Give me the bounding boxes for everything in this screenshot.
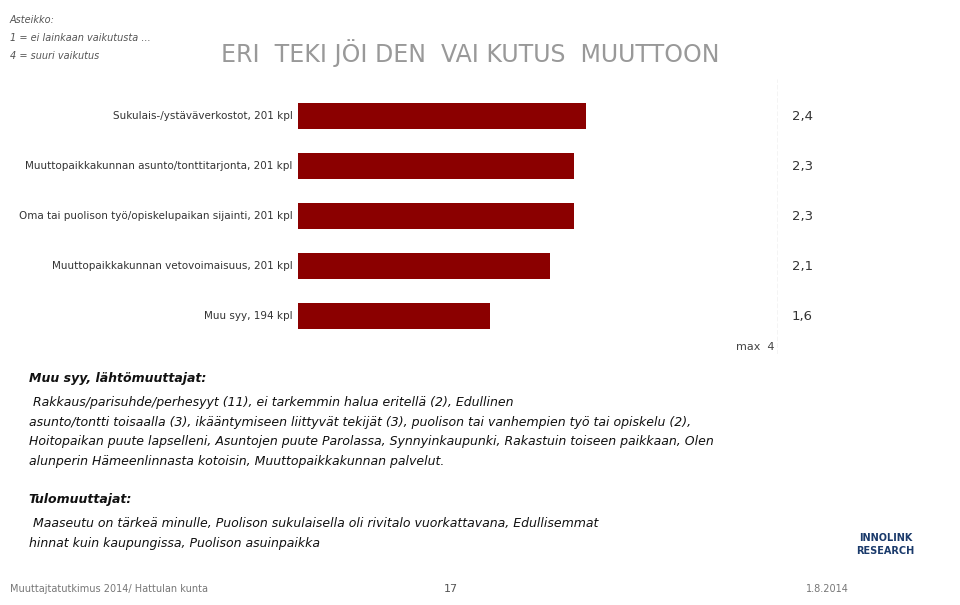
Bar: [298, 303, 490, 329]
Bar: [298, 103, 586, 129]
Text: Maaseutu on tärkeä minulle, Puolison sukulaisella oli rivitalo vuorkattavana, Ed: Maaseutu on tärkeä minulle, Puolison suk…: [29, 517, 598, 550]
Text: 1,6: 1,6: [792, 310, 813, 323]
Text: INNOLINK
RESEARCH: INNOLINK RESEARCH: [856, 533, 915, 556]
Text: Muuttopaikkakunnan asunto/tonttitarjonta, 201 kpl: Muuttopaikkakunnan asunto/tonttitarjonta…: [25, 162, 293, 171]
Text: Tulomuuttajat:: Tulomuuttajat:: [29, 493, 132, 506]
Text: Rakkaus/parisuhde/perhesyyt (11), ei tarkemmin halua eritellä (2), Edullinen
asu: Rakkaus/parisuhde/perhesyyt (11), ei tar…: [29, 396, 713, 468]
Text: ERI  TEKI JÖI DEN  VAI KUTUS  MUUTTOON: ERI TEKI JÖI DEN VAI KUTUS MUUTTOON: [221, 39, 720, 67]
Bar: [298, 203, 574, 229]
Text: 1 = ei lainkaan vaikutusta ...: 1 = ei lainkaan vaikutusta ...: [10, 33, 151, 44]
Text: 2,3: 2,3: [792, 210, 813, 223]
Text: 1.8.2014: 1.8.2014: [806, 584, 850, 594]
Text: 2,4: 2,4: [792, 110, 813, 123]
Text: 2,3: 2,3: [792, 160, 813, 173]
Text: Oma tai puolison työ/opiskelupaikan sijainti, 201 kpl: Oma tai puolison työ/opiskelupaikan sija…: [19, 211, 293, 221]
Bar: [298, 153, 574, 179]
Text: Muuttopaikkakunnan vetovoimaisuus, 201 kpl: Muuttopaikkakunnan vetovoimaisuus, 201 k…: [52, 261, 293, 271]
Text: max  4: max 4: [735, 342, 774, 353]
Text: 2,1: 2,1: [792, 260, 813, 273]
Text: Asteikko:: Asteikko:: [10, 15, 55, 25]
Text: Sukulais-/ystäväverkostot, 201 kpl: Sukulais-/ystäväverkostot, 201 kpl: [113, 111, 293, 121]
Text: 4 = suuri vaikutus: 4 = suuri vaikutus: [10, 51, 99, 62]
Text: Muuttajtatutkimus 2014/ Hattulan kunta: Muuttajtatutkimus 2014/ Hattulan kunta: [10, 584, 207, 594]
Bar: [298, 253, 549, 280]
Text: Muu syy, lähtömuuttajat:: Muu syy, lähtömuuttajat:: [29, 372, 206, 385]
Text: Muu syy, 194 kpl: Muu syy, 194 kpl: [204, 312, 293, 321]
Text: 17: 17: [444, 584, 458, 594]
